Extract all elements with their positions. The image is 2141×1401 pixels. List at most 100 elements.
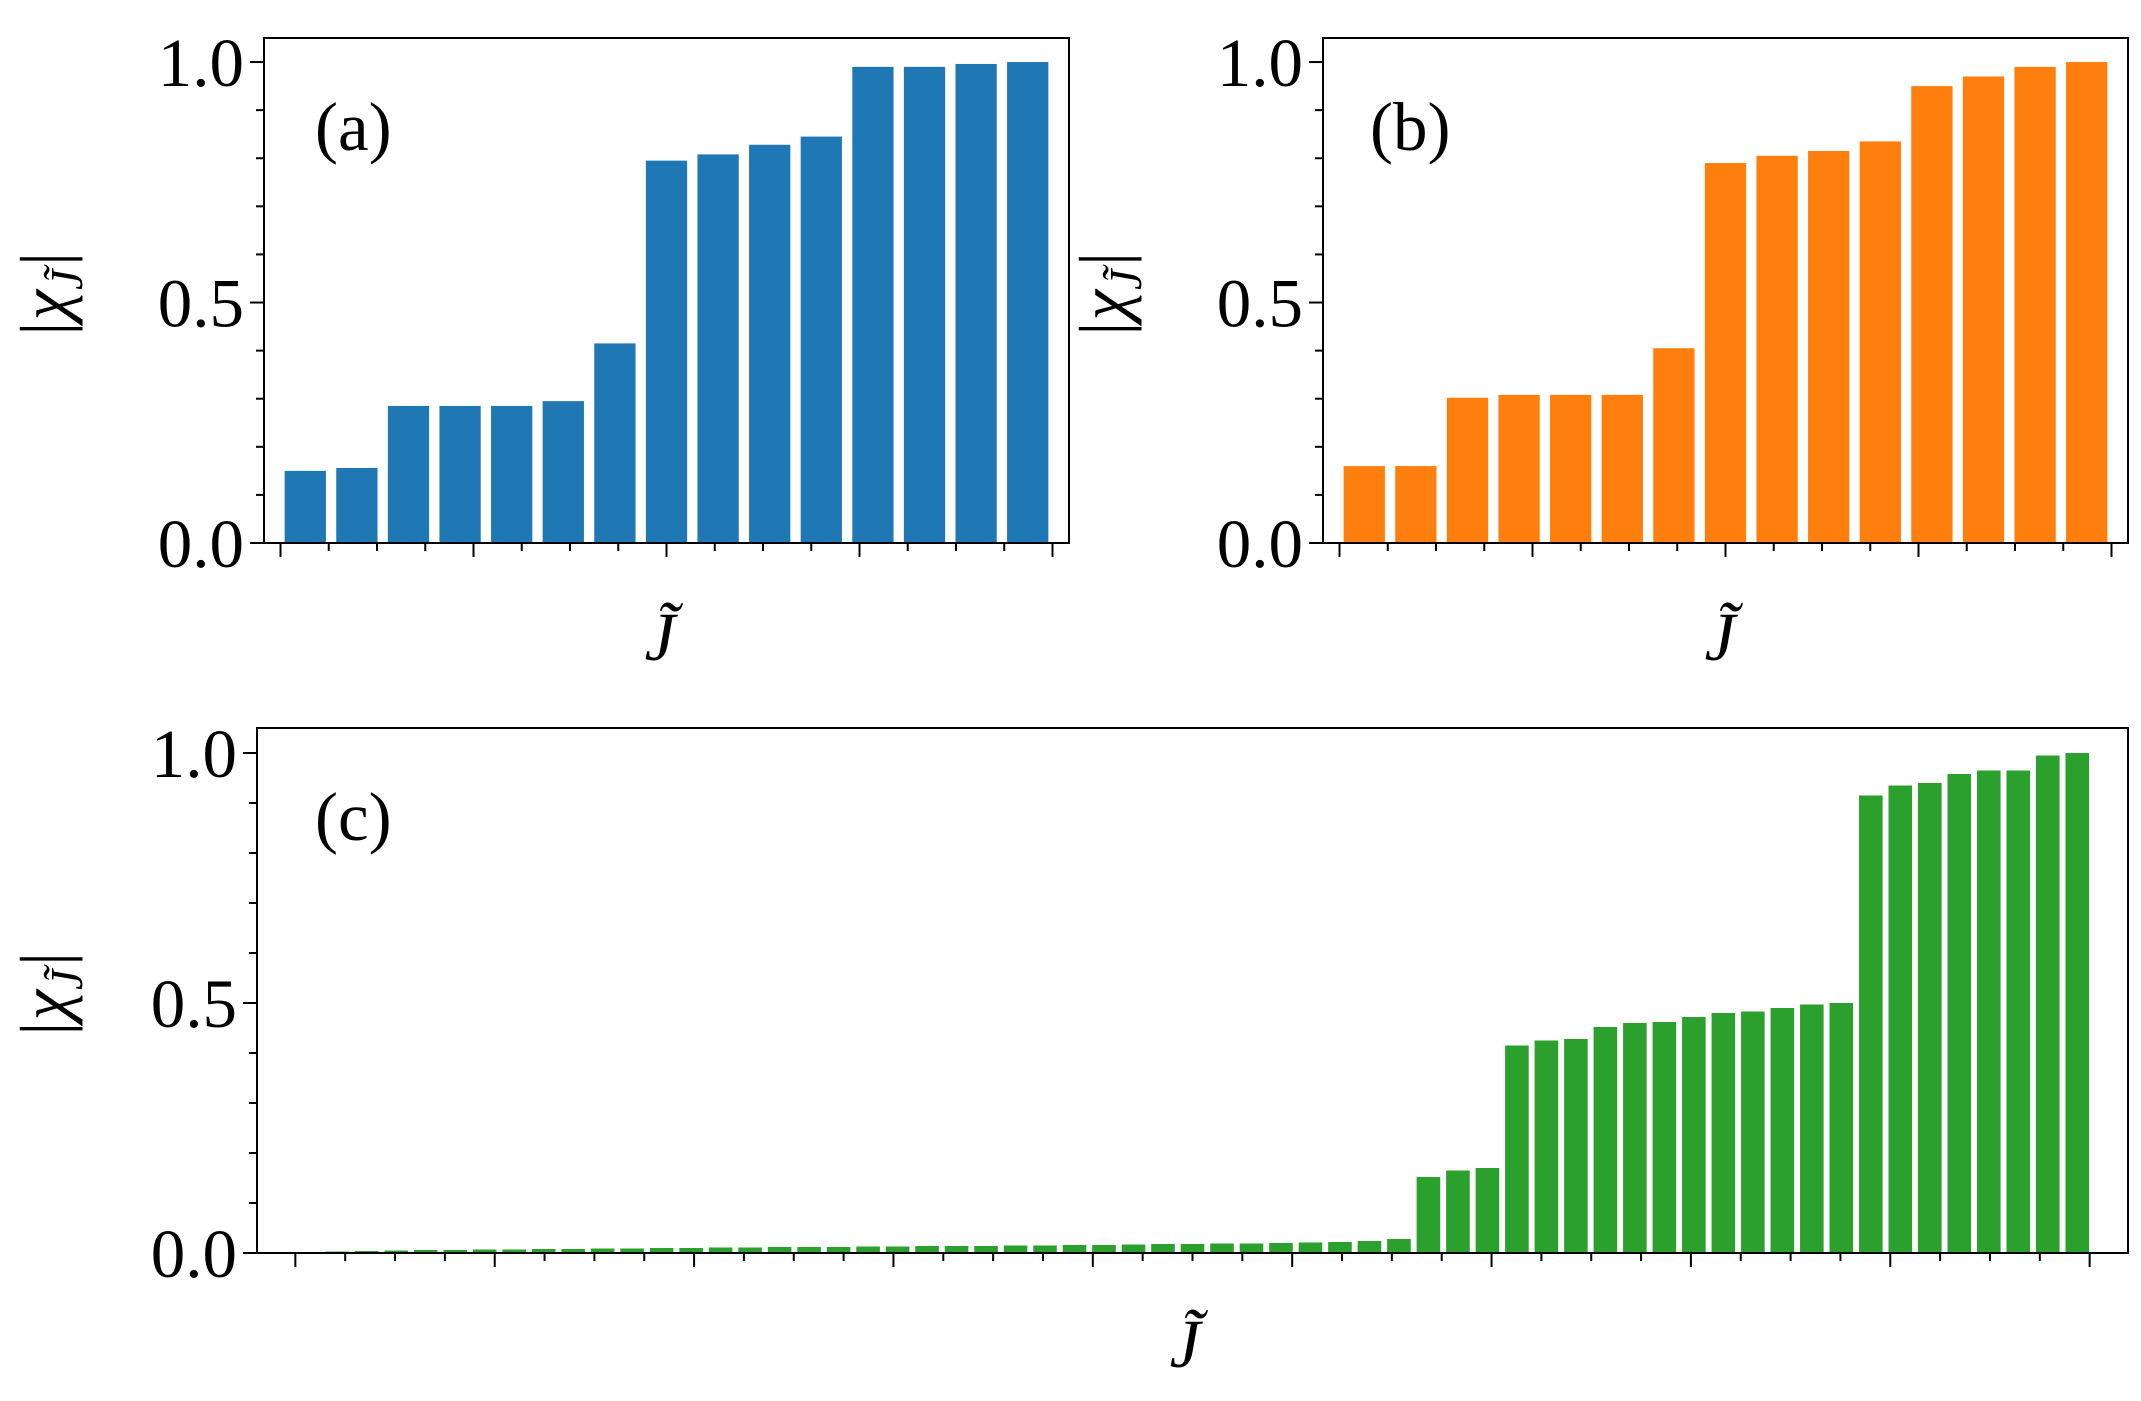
bar	[1395, 466, 1437, 543]
bar	[1564, 1039, 1588, 1253]
bar	[679, 1248, 703, 1253]
bar	[1007, 62, 1049, 544]
bar	[2014, 66, 2056, 544]
bar	[1918, 783, 1942, 1253]
y-tick-label: 0.5	[1217, 266, 1303, 342]
bar	[1092, 1245, 1116, 1253]
bar	[1505, 1045, 1529, 1253]
bar	[1033, 1245, 1057, 1253]
bar	[1911, 86, 1953, 543]
bar	[1387, 1239, 1411, 1253]
bar	[2065, 753, 2090, 1253]
bar	[1808, 151, 1850, 543]
bar	[472, 1249, 497, 1253]
panel-c: 0.0 0.5 1.0 (c) |χJ̃| J̃	[7, 716, 2129, 1382]
y-axis-label: |χJ̃|	[7, 251, 92, 340]
bar	[502, 1249, 526, 1253]
bar	[826, 1247, 851, 1253]
bar	[1770, 1008, 1795, 1253]
bar	[1888, 785, 1913, 1253]
bar	[1003, 1245, 1028, 1253]
bar	[800, 136, 842, 543]
bar	[944, 1246, 969, 1253]
y-axis-label: |χJ̃|	[1066, 251, 1151, 340]
bar	[856, 1246, 880, 1253]
bar	[797, 1247, 821, 1253]
bar	[1859, 141, 1901, 543]
bar	[590, 1248, 615, 1253]
bar	[1859, 795, 1883, 1253]
bar	[1416, 1177, 1441, 1253]
bar	[915, 1246, 939, 1253]
bar	[2006, 770, 2031, 1253]
panel-a: 0.0 0.5 1.0 (a) |χJ̃| J̃	[7, 25, 1070, 675]
bar	[1328, 1242, 1352, 1253]
bar	[1475, 1168, 1500, 1253]
x-axis-label: J̃	[645, 599, 684, 675]
bar	[2035, 755, 2060, 1253]
bar	[1800, 1004, 1824, 1253]
bar	[645, 160, 688, 543]
bar	[1829, 1003, 1854, 1253]
bar	[594, 343, 636, 543]
bar	[1210, 1243, 1234, 1253]
bar	[336, 467, 378, 543]
bar	[491, 405, 533, 543]
bar	[1239, 1243, 1264, 1253]
bar	[384, 1250, 408, 1253]
bar	[542, 401, 584, 543]
bar	[413, 1250, 438, 1253]
bar	[955, 63, 997, 543]
panel-label: (a)	[315, 89, 392, 165]
bar	[1962, 76, 2005, 543]
bar	[708, 1247, 733, 1253]
panel-label: (c)	[315, 779, 392, 855]
bar	[1741, 1011, 1765, 1253]
panel-label: (b)	[1370, 89, 1450, 165]
y-tick-label: 0.5	[151, 966, 237, 1042]
bar	[697, 154, 739, 543]
bar	[1357, 1241, 1382, 1253]
y-tick-label: 0.0	[151, 1216, 237, 1292]
bar	[1711, 1013, 1736, 1253]
bar	[1623, 1023, 1647, 1253]
y-tick-label: 0.5	[158, 266, 244, 342]
bar	[284, 470, 326, 543]
bar	[885, 1246, 910, 1253]
bar	[974, 1246, 998, 1253]
bar	[1550, 394, 1592, 543]
bar	[1601, 394, 1643, 543]
bar	[1121, 1244, 1146, 1253]
bar	[649, 1248, 674, 1253]
bar	[1534, 1040, 1559, 1253]
bar	[1151, 1244, 1175, 1253]
bar	[1704, 163, 1747, 544]
bar	[387, 405, 430, 543]
y-tick-label: 0.0	[1217, 506, 1303, 582]
bar	[1756, 155, 1798, 543]
y-axis-label: |χJ̃|	[7, 951, 92, 1040]
y-tick-label: 0.0	[158, 506, 244, 582]
bar	[1653, 348, 1695, 543]
x-axis-label: J̃	[1705, 599, 1744, 675]
bar	[1298, 1242, 1323, 1253]
bar	[1446, 397, 1489, 543]
bar	[1682, 1017, 1706, 1253]
bar	[767, 1247, 792, 1253]
bar	[1180, 1244, 1205, 1253]
x-axis-label: J̃	[1170, 1306, 1209, 1382]
y-tick-label: 1.0	[158, 25, 244, 101]
bar	[1269, 1243, 1293, 1253]
bar	[1652, 1022, 1677, 1253]
bar	[903, 66, 946, 544]
bar	[1343, 466, 1385, 543]
bar	[620, 1248, 644, 1253]
y-tick-label: 1.0	[151, 716, 237, 792]
bar	[531, 1249, 556, 1253]
bar	[1593, 1027, 1618, 1253]
bar	[1977, 770, 2001, 1253]
bar	[1446, 1170, 1470, 1253]
bar	[1498, 394, 1540, 543]
bar	[443, 1250, 467, 1253]
